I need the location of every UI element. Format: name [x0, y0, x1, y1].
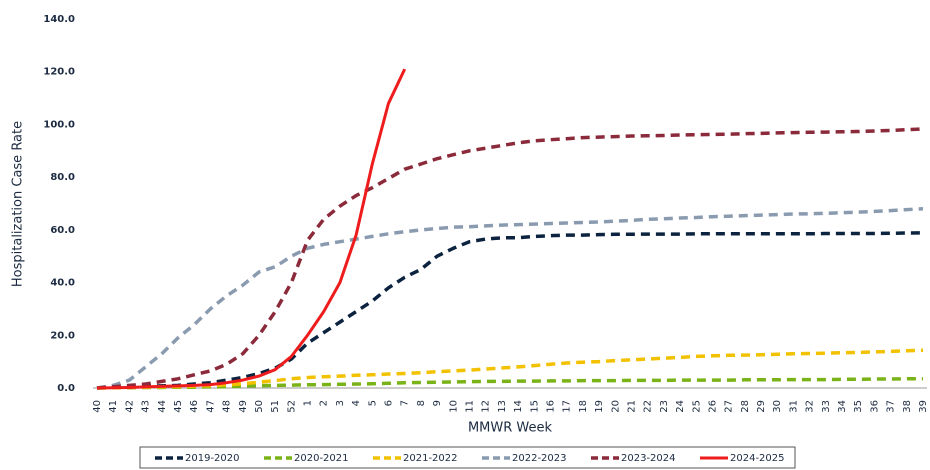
x-tick-label: 19	[594, 400, 605, 413]
x-tick-label: 7	[400, 400, 411, 406]
y-tick-label: 80.0	[50, 172, 75, 183]
series-line	[96, 207, 924, 390]
x-tick-label: 45	[173, 400, 184, 413]
series-line	[96, 127, 924, 390]
series-line	[96, 377, 923, 390]
legend-label: 2024-2025	[730, 453, 785, 464]
x-tick-label: 32	[805, 400, 816, 413]
x-tick-label: 20	[610, 400, 621, 413]
x-tick-label: 35	[853, 400, 864, 413]
x-tick-label: 11	[465, 400, 476, 413]
x-tick-label: 15	[529, 400, 540, 413]
x-tick-label: 30	[772, 400, 783, 413]
x-tick-label: 34	[837, 400, 848, 413]
x-tick-label: 24	[675, 400, 686, 413]
y-axis-title: Hospitalization Case Rate	[11, 121, 26, 287]
x-tick-label: 39	[918, 400, 929, 413]
x-axis-title: MMWR Week	[468, 421, 553, 436]
x-tick-label: 23	[659, 400, 670, 413]
x-tick-label: 25	[691, 400, 702, 413]
x-tick-label: 29	[756, 400, 767, 413]
x-tick-label: 36	[869, 400, 880, 413]
x-tick-label: 4	[351, 400, 362, 406]
x-tick-label: 49	[238, 400, 249, 413]
legend-label: 2019-2020	[185, 453, 240, 464]
x-tick-label: 31	[788, 400, 799, 413]
x-tick-label: 26	[707, 400, 718, 413]
y-tick-label: 140.0	[43, 14, 75, 25]
x-tick-label: 3	[335, 400, 346, 406]
x-tick-label: 46	[189, 400, 200, 413]
y-tick-label: 0.0	[57, 383, 75, 394]
x-tick-label: 38	[902, 400, 913, 413]
y-tick-label: 60.0	[50, 225, 75, 236]
x-tick-label: 47	[205, 400, 216, 413]
x-tick-label: 28	[740, 400, 751, 413]
y-tick-label: 40.0	[50, 278, 75, 289]
x-tick-label: 13	[497, 400, 508, 413]
x-tick-label: 37	[886, 400, 897, 413]
x-tick-label: 10	[448, 400, 459, 413]
x-tick-label: 43	[141, 400, 152, 413]
x-tick-label: 52	[286, 400, 297, 413]
x-tick-label: 16	[545, 400, 556, 413]
x-tick-label: 5	[367, 400, 378, 406]
legend-label: 2022-2023	[512, 453, 567, 464]
y-tick-label: 100.0	[43, 119, 75, 130]
x-tick-label: 44	[157, 400, 168, 413]
x-tick-label: 42	[124, 400, 135, 413]
x-tick-label: 17	[562, 400, 573, 413]
x-tick-label: 40	[92, 400, 103, 413]
legend-label: 2023-2024	[621, 453, 676, 464]
x-tick-label: 18	[578, 400, 589, 413]
legend-box	[139, 446, 796, 469]
x-tick-label: 21	[626, 400, 637, 413]
x-tick-label: 48	[222, 400, 233, 413]
x-tick-label: 51	[270, 400, 281, 413]
x-tick-label: 33	[821, 400, 832, 413]
x-tick-label: 41	[108, 400, 119, 413]
x-tick-label: 22	[643, 400, 654, 413]
series-line	[96, 68, 407, 390]
x-tick-label: 8	[416, 400, 427, 406]
x-tick-label: 12	[481, 400, 492, 413]
x-tick-label: 6	[384, 400, 395, 406]
series-line	[96, 348, 924, 390]
x-tick-label: 2	[319, 400, 330, 406]
x-tick-label: 1	[303, 400, 314, 406]
y-tick-label: 120.0	[43, 67, 75, 78]
legend-label: 2021-2022	[403, 453, 458, 464]
x-tick-label: 14	[513, 400, 524, 413]
x-tick-label: 9	[432, 400, 443, 406]
x-tick-label: 50	[254, 400, 265, 413]
series-line	[96, 231, 924, 390]
legend-label: 2020-2021	[294, 453, 349, 464]
x-tick-label: 27	[724, 400, 735, 413]
y-tick-label: 20.0	[50, 330, 75, 341]
